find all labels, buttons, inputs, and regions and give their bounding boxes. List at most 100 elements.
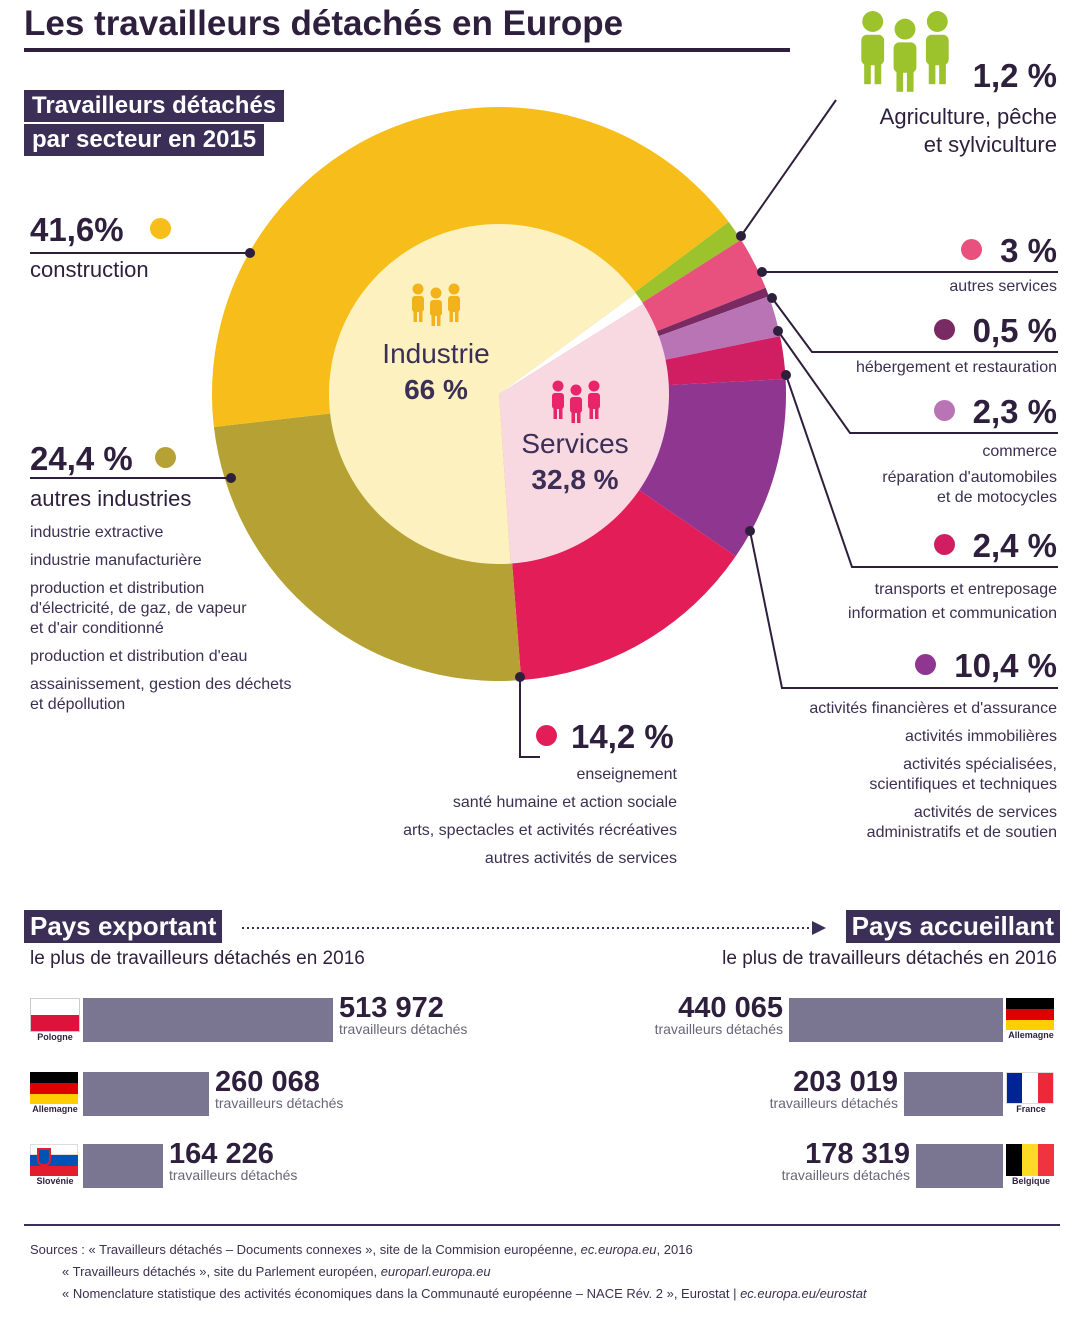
endpoint-autres-services: [757, 267, 767, 277]
source-link: ec.europa.eu/eurostat: [740, 1286, 867, 1301]
leader-endpoints: [226, 231, 791, 682]
export-value-2: 164 226 travailleurs détachés: [169, 1138, 297, 1183]
industrie-center: Industrie 66 %: [356, 336, 516, 408]
agriculture-people-icon: [861, 11, 949, 92]
import-number: 440 065: [678, 992, 783, 1024]
import-value-1: 203 019 travailleurs détachés: [770, 1066, 898, 1111]
label-hebergement: 0,5 %: [933, 312, 1057, 350]
construction-name: construction: [30, 257, 149, 282]
autres-industries-dot: [155, 447, 177, 468]
inner-disc: [329, 224, 669, 565]
list-item: santé humaine et action sociale: [452, 794, 677, 811]
commerce-line3: et de motocycles: [936, 489, 1057, 506]
list-item: activités immobilières: [904, 728, 1057, 745]
leader-lines: [30, 99, 1058, 758]
section-title-line2: par secteur en 2015: [24, 124, 265, 156]
agriculture-line2: et sylviculture: [923, 132, 1057, 157]
export-unit: travailleurs détachés: [339, 1021, 468, 1037]
services-label: Services: [521, 428, 629, 459]
list-item: activités de services: [913, 804, 1057, 821]
import-bar-1: [904, 1072, 1003, 1116]
section-title: Travailleurs détachés par secteur en 201…: [24, 90, 285, 156]
leader-hebergement: [771, 297, 1058, 353]
construction-pct: 41,6%: [30, 211, 124, 248]
list-item: activités spécialisées,: [903, 756, 1057, 773]
autres-industries-name: autres industries: [30, 486, 192, 511]
country-label: Allemagne: [1008, 1030, 1054, 1040]
export-bar-1: [83, 1072, 209, 1116]
label-commerce: 2,3 %: [933, 393, 1057, 431]
hebergement-dot: [933, 319, 955, 340]
import-value-0: 440 065 travailleurs détachés: [655, 992, 783, 1037]
construction-dot: [150, 218, 172, 239]
list-item: d'électricité, de gaz, de vapeur: [30, 600, 247, 617]
commerce-line1: commerce: [982, 443, 1057, 460]
import-title: Pays accueillant: [845, 910, 1060, 943]
endpoint-hebergement: [767, 293, 777, 303]
flag-pologne: Pologne: [30, 998, 80, 1042]
title-rule: [24, 48, 790, 52]
list-item: enseignement: [576, 766, 677, 783]
source-text: « Nomenclature statistique des activités…: [62, 1286, 741, 1301]
leader-transports: [785, 374, 1058, 568]
label-autres-industries: 24,4 %: [30, 440, 177, 478]
agriculture-name: Agriculture, pêche et sylviculture: [880, 103, 1057, 159]
transports-pct: 2,4 %: [972, 527, 1057, 564]
export-number: 164 226: [169, 1138, 274, 1170]
endpoint-transports: [781, 370, 791, 380]
list-item: scientifiques et techniques: [869, 776, 1057, 793]
source-line-1: Sources : « Travailleurs détachés – Docu…: [30, 1242, 693, 1257]
transports-dot: [933, 534, 955, 555]
dotted-arrow: [242, 921, 826, 935]
source-text: , 2016: [656, 1242, 693, 1257]
import-subtitle: le plus de travailleurs détachés en 2016: [722, 948, 1057, 969]
list-item: production et distribution d'eau: [30, 648, 248, 665]
autres-industries-pct: 24,4 %: [30, 440, 133, 477]
services-pct: 32,8 %: [531, 464, 619, 495]
page-title: Les travailleurs détachés en Europe: [24, 4, 624, 43]
flag-slovenie: Slovénie: [30, 1144, 80, 1186]
inner-services: [499, 303, 669, 564]
autres-services-name: autres services: [949, 278, 1057, 295]
hebergement-name: hébergement et restauration: [855, 359, 1057, 376]
agriculture-line1: Agriculture, pêche: [879, 104, 1057, 129]
list-item: production et distribution: [30, 580, 205, 597]
export-title: Pays exportant: [24, 910, 223, 943]
commerce-pct: 2,3 %: [972, 393, 1057, 430]
industrie-pct: 66 %: [404, 374, 468, 405]
country-label: Allemagne: [32, 1104, 78, 1114]
endpoint-agriculture: [736, 231, 746, 241]
endpoint-commerce: [773, 326, 783, 336]
commerce-line2: réparation d'automobiles: [882, 469, 1057, 486]
import-unit: travailleurs détachés: [781, 1167, 910, 1183]
source-text: Sources : « Travailleurs détachés – Docu…: [30, 1242, 581, 1257]
inner-gap: [499, 293, 644, 394]
financieres-items: activités financières et d'assurance act…: [809, 699, 1057, 843]
label-construction: 41,6%: [30, 211, 172, 249]
financieres-dot: [915, 654, 937, 675]
leader-agriculture: [740, 99, 837, 237]
export-bar-0: [83, 998, 333, 1042]
section-title-line1: Travailleurs détachés: [24, 90, 285, 122]
export-value-1: 260 068 travailleurs détachés: [215, 1066, 343, 1111]
list-item: et dépollution: [30, 696, 126, 713]
export-unit: travailleurs détachés: [169, 1167, 298, 1183]
source-link: europarl.europa.eu: [380, 1264, 491, 1279]
transports-line1: transports et entreposage: [874, 581, 1057, 598]
enseignement-items: enseignement santé humaine et action soc…: [403, 765, 677, 869]
source-link: ec.europa.eu: [580, 1242, 657, 1257]
list-item: industrie extractive: [30, 524, 164, 541]
export-value-0: 513 972 travailleurs détachés: [339, 992, 467, 1037]
label-transports: 2,4 %: [933, 527, 1057, 565]
list-item: autres activités de services: [484, 850, 677, 867]
list-item: assainissement, gestion des déchets: [30, 676, 292, 693]
flag-allemagne-import: Allemagne: [1006, 998, 1056, 1040]
sources-rule: [24, 1224, 1060, 1226]
donut-chart: [30, 11, 1058, 758]
flag-allemagne-export: Allemagne: [30, 1072, 80, 1114]
flag-belgique: Belgique: [1006, 1144, 1056, 1186]
list-item: industrie manufacturière: [30, 552, 202, 569]
country-label: Belgique: [1011, 1176, 1050, 1186]
financieres-pct: 10,4 %: [954, 647, 1057, 684]
commerce-dot: [933, 400, 955, 421]
